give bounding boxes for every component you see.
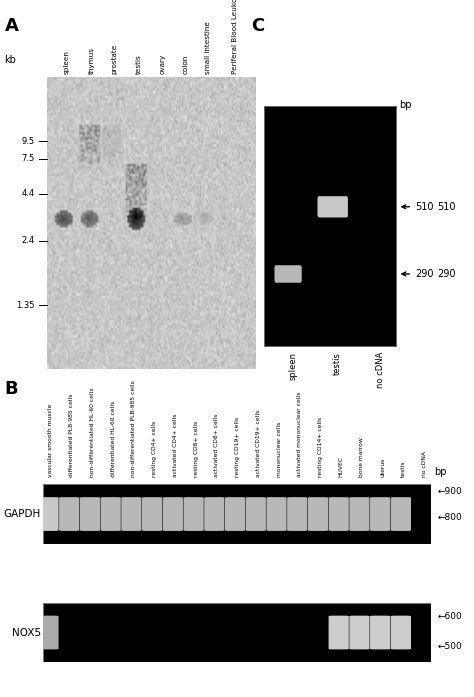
FancyBboxPatch shape [38, 497, 59, 531]
Text: A: A [5, 17, 18, 36]
FancyBboxPatch shape [100, 497, 121, 531]
Text: non-differentiated PLB-985 cells: non-differentiated PLB-985 cells [131, 381, 137, 477]
FancyBboxPatch shape [275, 266, 301, 282]
FancyBboxPatch shape [204, 497, 224, 531]
Text: uterus: uterus [380, 458, 385, 477]
Bar [264, 106, 396, 346]
Text: ←600: ←600 [438, 613, 462, 621]
Text: non-differentiated HL-60 cells: non-differentiated HL-60 cells [90, 388, 95, 477]
Text: no cDNA: no cDNA [376, 352, 385, 388]
Text: NOX5: NOX5 [11, 627, 41, 638]
Text: resting CD8+ cells: resting CD8+ cells [193, 421, 199, 477]
FancyBboxPatch shape [287, 497, 307, 531]
FancyBboxPatch shape [391, 615, 411, 650]
FancyBboxPatch shape [349, 615, 370, 650]
FancyBboxPatch shape [328, 497, 349, 531]
Text: HUVEC: HUVEC [339, 457, 344, 477]
FancyBboxPatch shape [121, 497, 142, 531]
Text: mononuclear cells: mononuclear cells [276, 422, 282, 477]
FancyBboxPatch shape [163, 497, 183, 531]
FancyBboxPatch shape [370, 615, 390, 650]
FancyBboxPatch shape [349, 497, 370, 531]
Text: testis: testis [401, 461, 406, 477]
Text: C: C [251, 17, 264, 36]
Text: colon: colon [182, 54, 188, 74]
Text: spleen: spleen [288, 352, 297, 380]
FancyBboxPatch shape [38, 615, 59, 650]
Text: prostate: prostate [111, 43, 118, 74]
Text: 510: 510 [402, 201, 433, 212]
Text: ←800: ←800 [438, 513, 462, 521]
Text: ←500: ←500 [438, 643, 462, 651]
FancyBboxPatch shape [183, 497, 204, 531]
Text: 290: 290 [402, 269, 433, 279]
Text: B: B [5, 380, 18, 398]
Text: resting CD19+ cells: resting CD19+ cells [235, 418, 240, 477]
FancyBboxPatch shape [328, 615, 349, 650]
FancyBboxPatch shape [370, 497, 390, 531]
Text: bone marrow: bone marrow [359, 438, 365, 477]
FancyBboxPatch shape [80, 497, 100, 531]
FancyBboxPatch shape [266, 497, 287, 531]
Text: small intestine: small intestine [205, 21, 210, 74]
Text: kb: kb [4, 55, 16, 65]
Text: resting CD14+ cells: resting CD14+ cells [318, 418, 323, 477]
FancyBboxPatch shape [246, 497, 266, 531]
FancyBboxPatch shape [391, 497, 411, 531]
Text: 4.4: 4.4 [22, 190, 35, 198]
FancyBboxPatch shape [142, 497, 162, 531]
Text: activated CD8+ cells: activated CD8+ cells [214, 414, 219, 477]
Text: 7.5: 7.5 [22, 154, 35, 163]
Text: 510: 510 [437, 201, 456, 212]
Text: Periferal Blood Leukocytes: Periferal Blood Leukocytes [232, 0, 238, 74]
Text: 9.5: 9.5 [22, 137, 35, 146]
Text: no cDNA: no cDNA [422, 452, 427, 477]
FancyBboxPatch shape [318, 197, 348, 217]
FancyBboxPatch shape [308, 497, 328, 531]
Text: differentiated PLB-985 cells: differentiated PLB-985 cells [69, 394, 74, 477]
Text: thymus: thymus [89, 47, 95, 74]
Text: bp: bp [434, 468, 446, 477]
Text: 1.35: 1.35 [17, 300, 35, 309]
FancyBboxPatch shape [225, 497, 245, 531]
Text: GAPDH: GAPDH [3, 509, 41, 519]
Text: differentiated HL-60 cells: differentiated HL-60 cells [110, 401, 116, 477]
FancyBboxPatch shape [59, 497, 79, 531]
Text: ←900: ←900 [438, 487, 462, 496]
Text: testis: testis [136, 54, 142, 74]
Text: ovary: ovary [160, 54, 166, 74]
Text: spleen: spleen [64, 50, 70, 74]
Text: vascular smooth muscle: vascular smooth muscle [48, 404, 54, 477]
Text: testis: testis [333, 352, 342, 375]
Text: 290: 290 [437, 269, 456, 279]
Text: activated CD4+ cells: activated CD4+ cells [173, 414, 178, 477]
Text: resting CD4+ cells: resting CD4+ cells [152, 421, 157, 477]
Text: bp: bp [399, 100, 412, 110]
Text: activated CD19+ cells: activated CD19+ cells [256, 411, 261, 477]
Text: 2.4: 2.4 [22, 236, 35, 245]
Text: activated mononuclear cells: activated mononuclear cells [297, 392, 302, 477]
